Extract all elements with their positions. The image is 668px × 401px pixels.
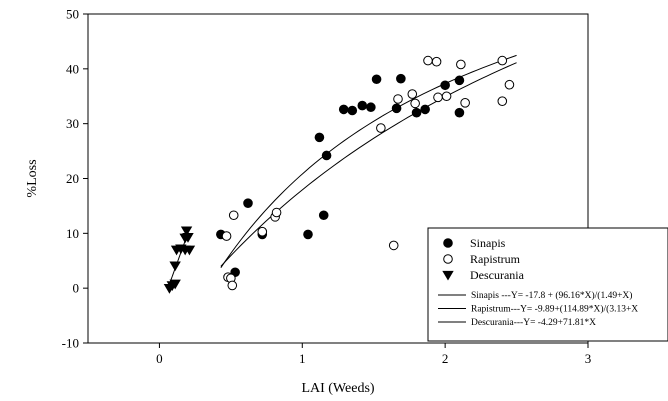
legend: Sinapis Rapistrum Descurania Sinapis ---Y= …	[427, 227, 668, 342]
point-descurania	[180, 226, 193, 237]
y-tick-label: 20	[66, 171, 79, 186]
data-points	[163, 55, 515, 294]
x-axis-label: LAI (Weeds)	[301, 381, 374, 396]
point-sinapis	[303, 229, 313, 240]
y-tick-label: 10	[66, 226, 79, 241]
fit-curve-0	[220, 54, 517, 268]
point-sinapis	[454, 107, 465, 118]
point-rapistrum	[271, 207, 282, 218]
point-sinapis	[318, 210, 329, 221]
point-rapistrum	[441, 91, 452, 102]
point-rapistrum	[410, 98, 420, 109]
legend-equation-2: Descurania---Y= -4.29+71.81*X	[471, 318, 596, 328]
point-rapistrum	[376, 123, 386, 133]
point-rapistrum	[497, 96, 508, 106]
point-sinapis	[420, 104, 430, 115]
y-tick-label: 30	[66, 116, 79, 131]
x-tick-label: 2	[442, 351, 449, 366]
y-tick-label: -10	[62, 336, 79, 351]
point-sinapis	[366, 102, 376, 113]
point-rapistrum	[228, 210, 239, 221]
legend-box	[427, 227, 668, 342]
y-axis-label: %Loss	[25, 159, 40, 197]
y-tick-label: 50	[66, 7, 79, 22]
point-sinapis	[454, 75, 465, 86]
point-descurania	[183, 245, 196, 256]
x-tick-label: 1	[299, 351, 306, 366]
point-descurania	[169, 261, 181, 272]
point-rapistrum	[504, 79, 515, 90]
legend-marker-sinapis	[443, 238, 453, 248]
point-sinapis	[396, 73, 406, 84]
point-rapistrum	[388, 240, 399, 251]
point-rapistrum	[497, 55, 508, 66]
legend-equation-0: Sinapis ---Y= -17.8 + (96.16*X)/(1.49+X)	[471, 290, 632, 301]
point-descurania	[182, 233, 194, 243]
x-tick-label: 0	[156, 351, 163, 366]
x-tick-label: 3	[585, 351, 592, 366]
point-sinapis	[243, 198, 253, 208]
y-tick-label: 0	[73, 281, 80, 296]
point-sinapis	[440, 80, 450, 91]
point-sinapis	[371, 74, 382, 85]
point-rapistrum	[431, 56, 442, 67]
point-sinapis	[338, 104, 349, 115]
legend-label-descurania: Descurania	[470, 268, 525, 282]
legend-marker-descurania	[442, 270, 454, 281]
point-rapistrum	[393, 94, 403, 104]
legend-equation-1: Rapistrum---Y= -9.89+(114.89*X)/(3.13+X	[471, 304, 638, 315]
point-descurania	[169, 279, 181, 290]
point-rapistrum	[407, 89, 418, 99]
point-rapistrum	[456, 59, 466, 70]
point-sinapis	[314, 132, 325, 143]
point-sinapis	[347, 105, 358, 116]
point-rapistrum	[433, 92, 443, 103]
legend-marker-rapistrum	[443, 254, 453, 264]
legend-label-sinapis: Sinapis	[470, 236, 506, 250]
axis-ticks: -10 0 10 20 30 40 50 0 1 2 3	[62, 7, 592, 367]
point-sinapis	[357, 100, 368, 111]
fit-curve-1	[220, 62, 517, 267]
y-tick-label: 40	[66, 61, 79, 76]
point-sinapis	[321, 150, 332, 161]
point-sinapis	[411, 107, 422, 118]
point-sinapis	[391, 103, 402, 114]
point-rapistrum	[227, 280, 238, 291]
point-rapistrum	[460, 98, 470, 108]
point-rapistrum	[423, 55, 433, 66]
point-rapistrum	[221, 231, 232, 241]
point-rapistrum	[257, 226, 268, 237]
legend-label-rapistrum: Rapistrum	[470, 252, 521, 266]
